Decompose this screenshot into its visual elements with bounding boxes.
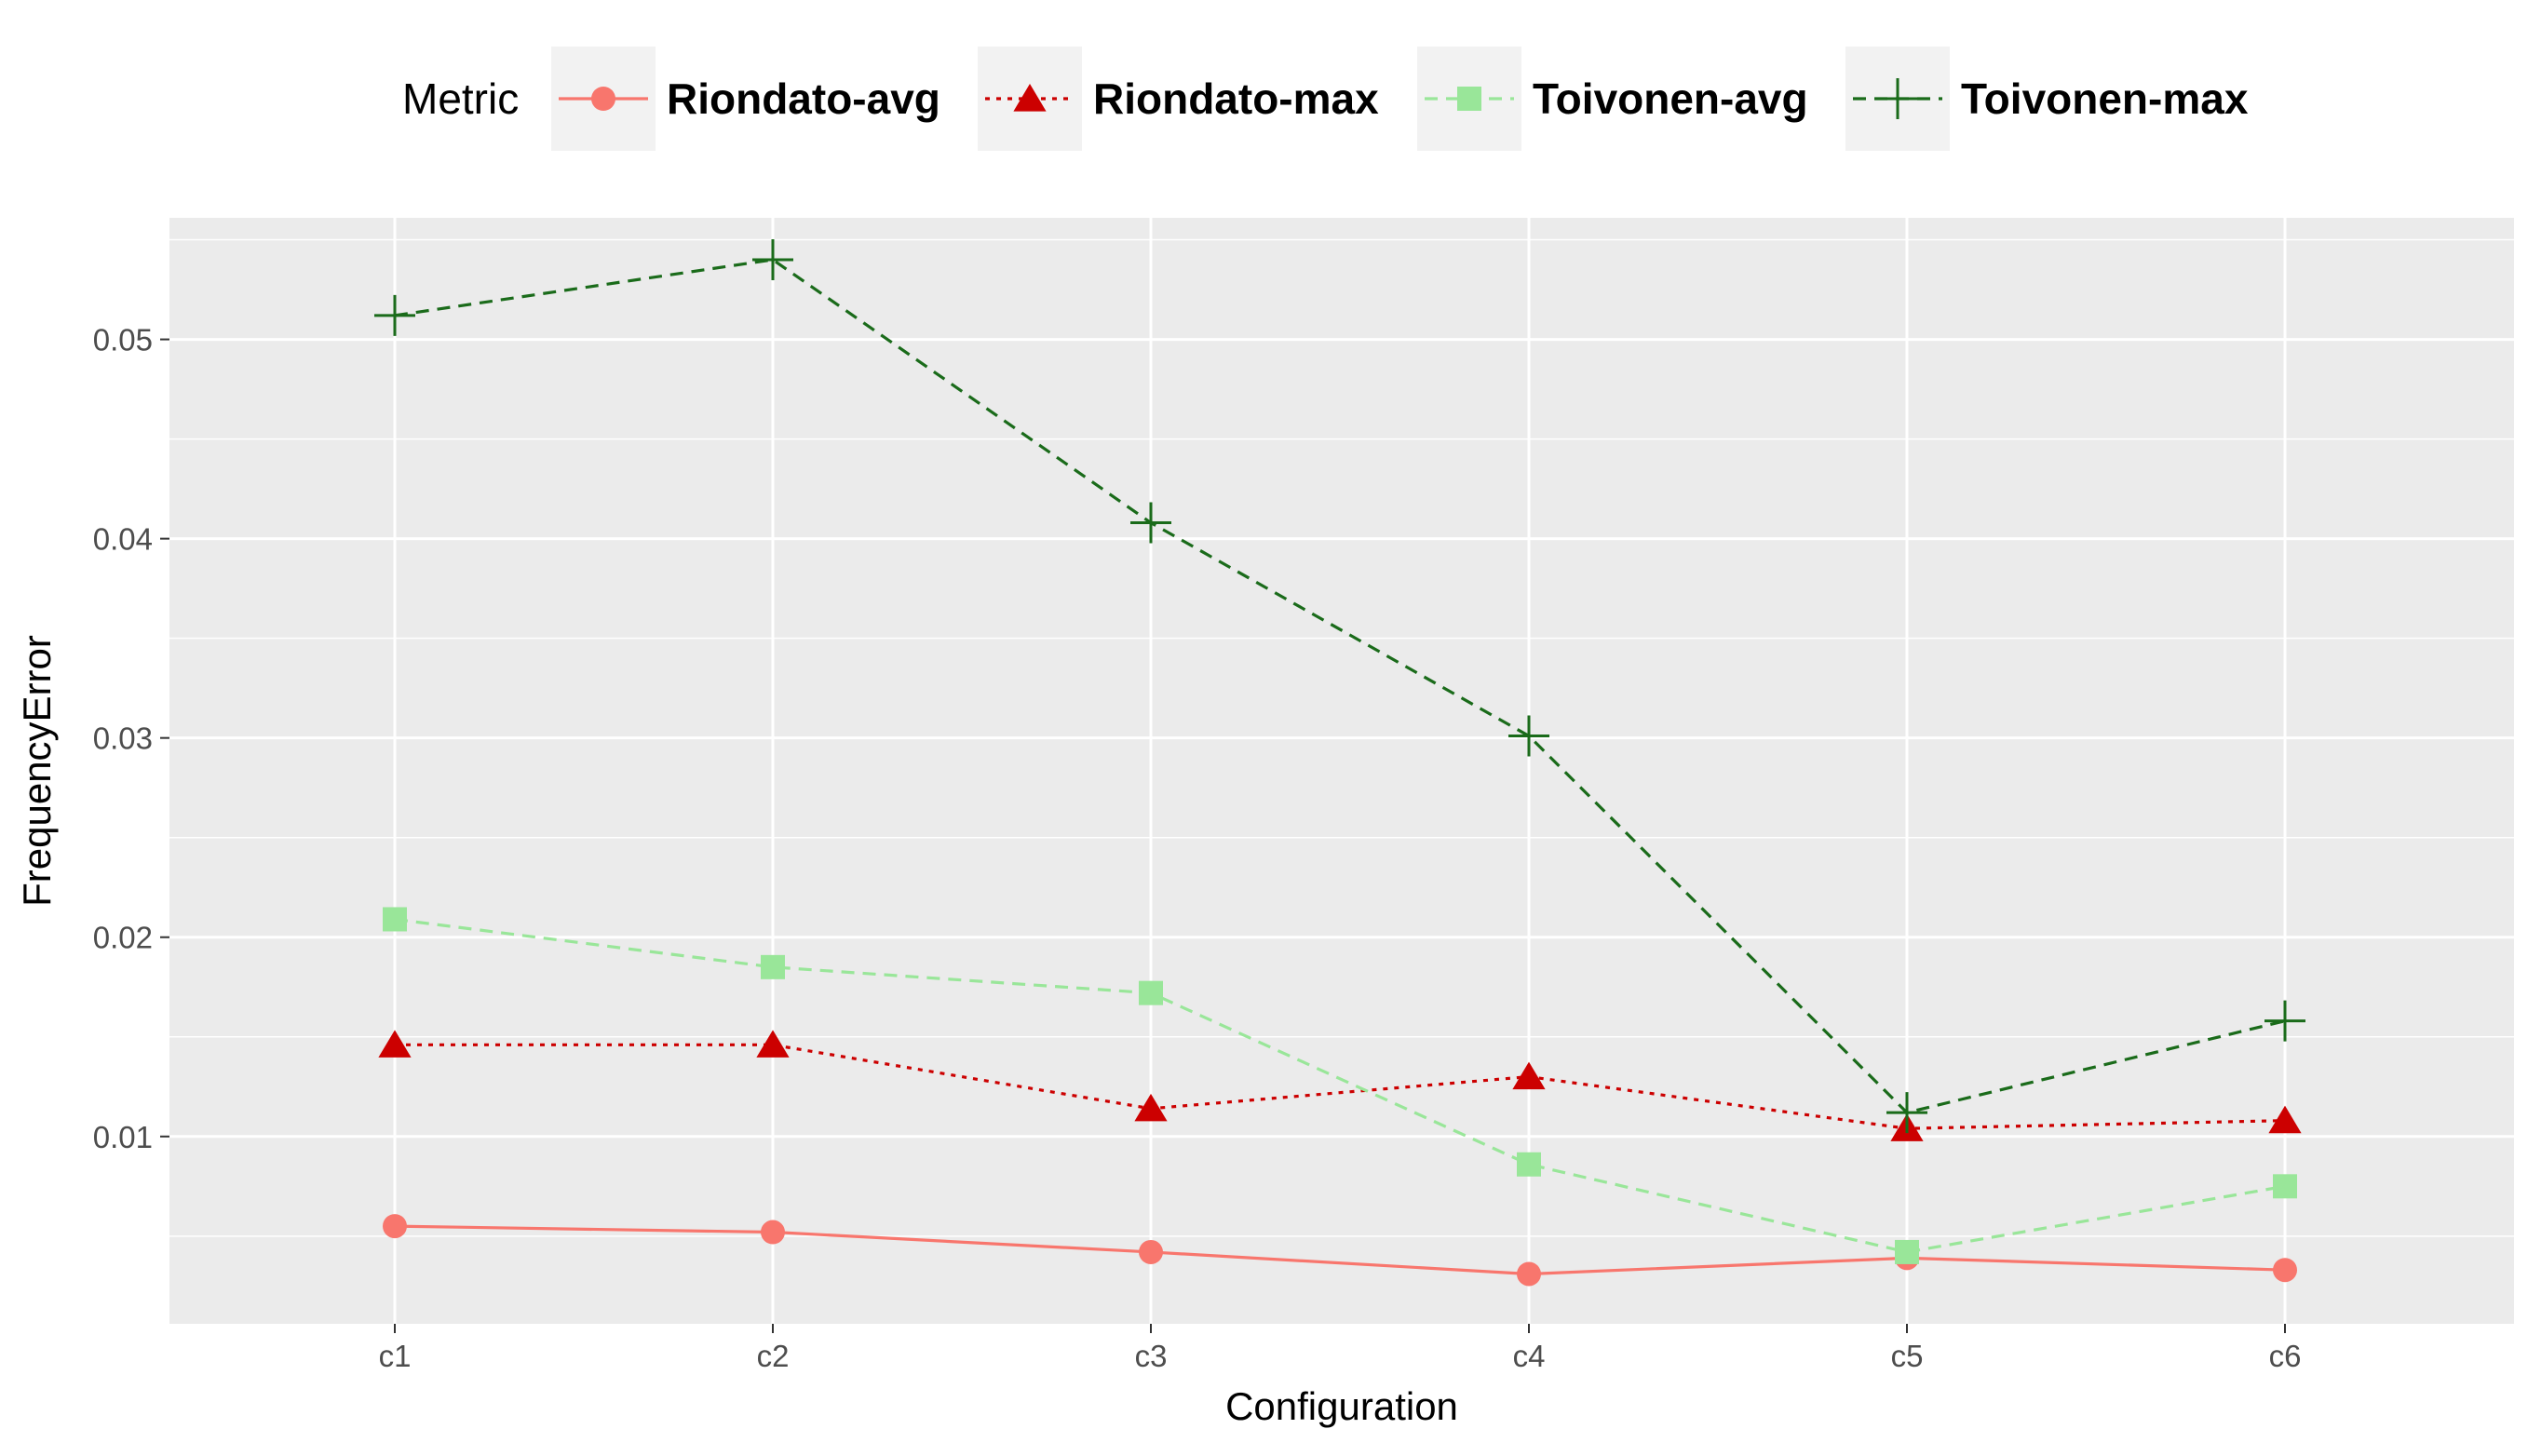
data-point <box>1512 1061 1546 1090</box>
x-axis-title: Configuration <box>1225 1384 1458 1428</box>
data-point <box>383 907 407 932</box>
series-line <box>395 1043 2286 1130</box>
data-point <box>756 1030 790 1058</box>
data-point <box>1130 502 1171 544</box>
legend-key-marker <box>591 87 615 111</box>
legend-key-marker <box>1877 78 1918 119</box>
data-point <box>374 294 415 336</box>
data-point <box>1134 1093 1168 1122</box>
data-point <box>2264 1000 2305 1042</box>
axes: 0.01 0.02 0.03 0.04 0.05 c1 c2 c3 c4 c5 c6 <box>93 323 2302 1373</box>
data-point <box>383 1214 407 1239</box>
series-line <box>394 1224 2286 1276</box>
legend-title: Metric <box>402 74 519 123</box>
plot-panel <box>169 218 2514 1324</box>
data-point <box>2268 1105 2302 1134</box>
x-tick-label: c4 <box>1513 1339 1546 1373</box>
data-point <box>1895 1239 1919 1264</box>
legend-key-marker <box>1457 87 1481 111</box>
data-point <box>1508 715 1549 757</box>
series-layer <box>374 238 2305 1287</box>
x-tick-label: c1 <box>379 1339 412 1373</box>
y-tick-label: 0.05 <box>93 323 153 357</box>
data-point <box>1886 1092 1927 1134</box>
x-tick-label: c6 <box>2269 1339 2302 1373</box>
legend-label: Riondato-avg <box>667 74 940 123</box>
y-tick-label: 0.02 <box>93 921 153 955</box>
x-tick-label: c3 <box>1135 1339 1168 1373</box>
data-point <box>1517 1261 1541 1287</box>
legend-label: Toivonen-max <box>1961 74 2249 123</box>
legend-label: Toivonen-avg <box>1533 74 1808 123</box>
data-point <box>1139 980 1163 1005</box>
series-riondato-avg <box>383 1214 2297 1287</box>
grid-lines <box>169 218 2514 1324</box>
series-line <box>394 258 2286 1114</box>
y-tick-label: 0.01 <box>93 1120 153 1154</box>
data-point <box>2273 1258 2297 1283</box>
data-point <box>2273 1174 2297 1199</box>
legend-label: Riondato-max <box>1093 74 1379 123</box>
legend: Metric Riondato-avg Riondato-max Toivonen-… <box>402 47 2249 151</box>
data-point <box>761 1220 785 1245</box>
y-axis-title: FrequencyError <box>15 635 59 907</box>
data-point <box>1139 1239 1163 1264</box>
data-point <box>1517 1152 1541 1177</box>
data-point <box>378 1030 412 1058</box>
x-tick-label: c5 <box>1891 1339 1924 1373</box>
series-line <box>394 917 2286 1254</box>
legend-key-marker <box>1013 84 1047 112</box>
x-tick-label: c2 <box>757 1339 790 1373</box>
data-point <box>752 238 793 280</box>
series-toivonen-max <box>374 238 2305 1134</box>
y-tick-label: 0.03 <box>93 721 153 756</box>
data-point <box>761 954 785 979</box>
y-tick-label: 0.04 <box>93 522 153 557</box>
series-riondato-max <box>378 1030 2302 1141</box>
series-toivonen-avg <box>383 907 2297 1264</box>
